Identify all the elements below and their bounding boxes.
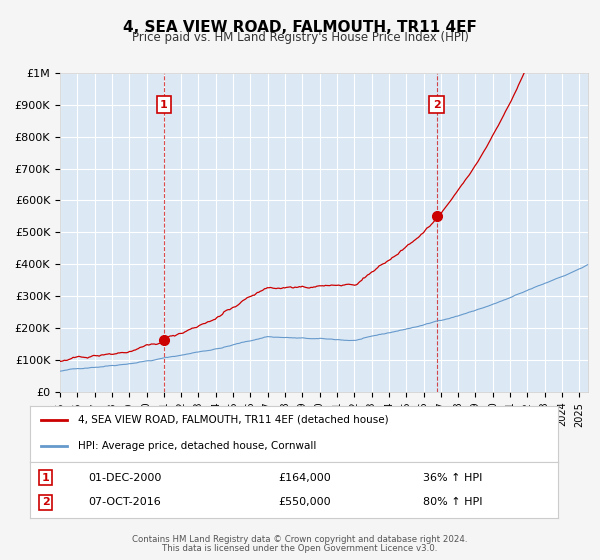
Text: 80% ↑ HPI: 80% ↑ HPI bbox=[422, 497, 482, 507]
Text: Price paid vs. HM Land Registry's House Price Index (HPI): Price paid vs. HM Land Registry's House … bbox=[131, 31, 469, 44]
Text: 2: 2 bbox=[42, 497, 50, 507]
Text: 4, SEA VIEW ROAD, FALMOUTH, TR11 4EF (detached house): 4, SEA VIEW ROAD, FALMOUTH, TR11 4EF (de… bbox=[77, 415, 388, 425]
Text: 01-DEC-2000: 01-DEC-2000 bbox=[88, 473, 162, 483]
Text: 2: 2 bbox=[433, 100, 440, 110]
Text: £550,000: £550,000 bbox=[278, 497, 331, 507]
Text: £164,000: £164,000 bbox=[278, 473, 331, 483]
Text: 1: 1 bbox=[160, 100, 168, 110]
Text: 4, SEA VIEW ROAD, FALMOUTH, TR11 4EF: 4, SEA VIEW ROAD, FALMOUTH, TR11 4EF bbox=[123, 20, 477, 35]
Text: This data is licensed under the Open Government Licence v3.0.: This data is licensed under the Open Gov… bbox=[163, 544, 437, 553]
Text: 36% ↑ HPI: 36% ↑ HPI bbox=[423, 473, 482, 483]
Text: 1: 1 bbox=[42, 473, 50, 483]
Text: Contains HM Land Registry data © Crown copyright and database right 2024.: Contains HM Land Registry data © Crown c… bbox=[132, 535, 468, 544]
Text: 07-OCT-2016: 07-OCT-2016 bbox=[89, 497, 161, 507]
Text: HPI: Average price, detached house, Cornwall: HPI: Average price, detached house, Corn… bbox=[77, 441, 316, 451]
